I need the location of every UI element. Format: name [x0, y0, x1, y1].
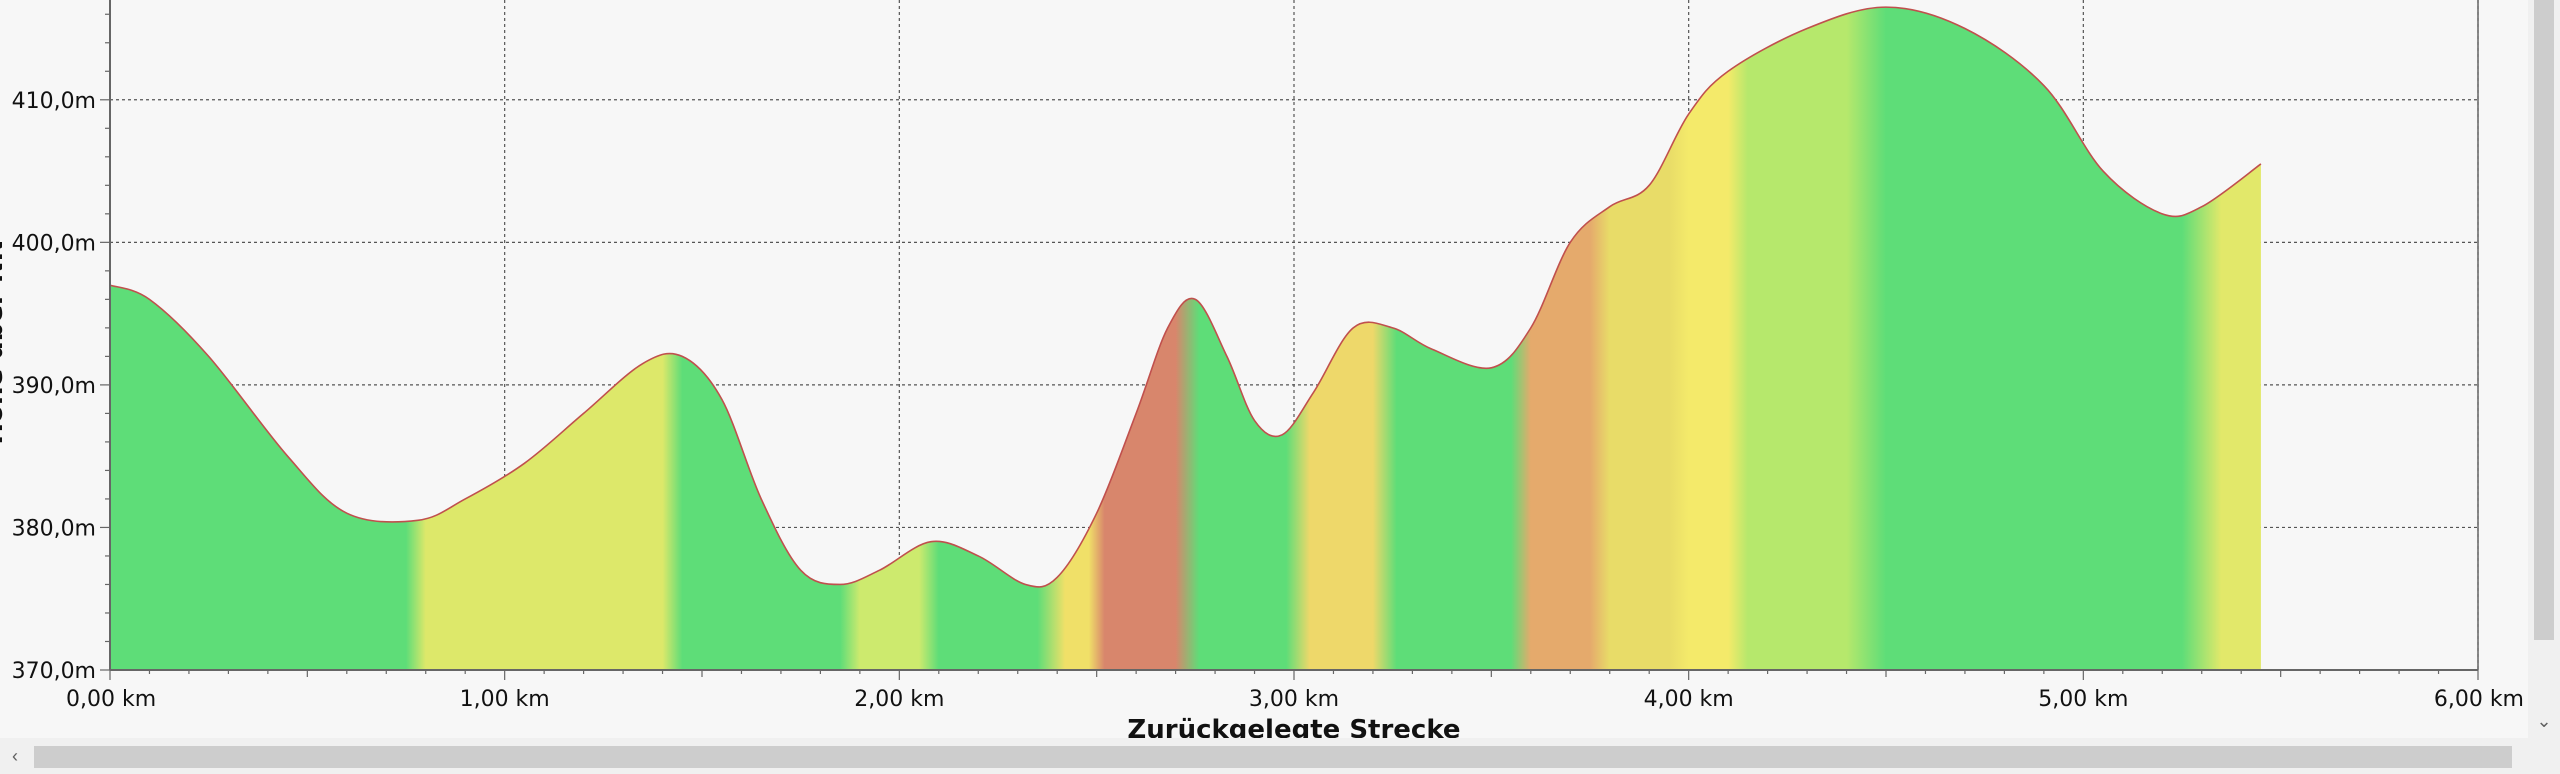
y-tick-labels: 370,0m 380,0m 390,0m 400,0m 410,0m [12, 89, 96, 684]
elevation-area [110, 7, 2261, 670]
scroll-left-arrow-icon[interactable]: ‹ [12, 746, 18, 766]
vertical-scrollbar-thumb[interactable] [2534, 0, 2554, 640]
chart-area: 370,0m 380,0m 390,0m 400,0m 410,0m 0,00 km 1,… [0, 0, 2524, 738]
elevation-profile-chart: 370,0m 380,0m 390,0m 400,0m 410,0m 0,00 km 1,… [0, 0, 2524, 738]
x-tick-label: 2,00 km [854, 687, 944, 712]
x-tick-label: 5,00 km [2038, 687, 2128, 712]
x-tick-labels: 0,00 km 1,00 km 2,00 km 3,00 km 4,00 km 5,00 … [66, 687, 2524, 712]
vertical-scrollbar[interactable]: ⌄ [2528, 0, 2560, 738]
x-axis-title: Zurückgelegte Strecke [1127, 715, 1460, 738]
scroll-down-arrow-icon[interactable]: ⌄ [2536, 711, 2552, 731]
y-tick-label: 410,0m [12, 89, 96, 114]
horizontal-scrollbar-thumb[interactable] [34, 746, 2512, 768]
y-tick-label: 370,0m [12, 659, 96, 684]
axes [100, 0, 2479, 680]
y-tick-label: 390,0m [12, 374, 96, 399]
horizontal-scrollbar[interactable]: ‹ [0, 738, 2528, 774]
x-tick-label: 1,00 km [460, 687, 550, 712]
x-tick-label: 0,00 km [66, 687, 156, 712]
elevation-line [109, 6, 2262, 588]
scrollbar-corner [2528, 738, 2560, 774]
x-tick-label: 3,00 km [1249, 687, 1339, 712]
y-tick-label: 400,0m [12, 231, 96, 256]
y-axis-title: Höhe über NN [0, 240, 9, 445]
x-tick-label: 6,00 km [2434, 687, 2524, 712]
x-tick-label: 4,00 km [1644, 687, 1734, 712]
y-tick-label: 380,0m [12, 516, 96, 541]
